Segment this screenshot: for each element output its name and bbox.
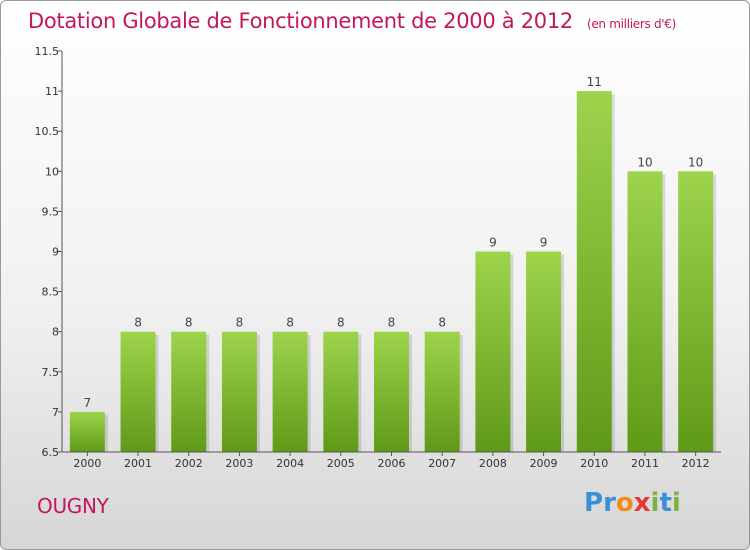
logo-letter: t — [659, 488, 672, 518]
x-tick-label: 2004 — [276, 457, 304, 470]
bar — [323, 331, 359, 452]
logo-letter: o — [615, 488, 634, 518]
data-label: 9 — [489, 236, 497, 250]
data-label: 11 — [587, 75, 602, 89]
bar — [678, 171, 714, 453]
logo-letter: P — [584, 488, 604, 518]
bar — [120, 331, 156, 452]
x-tick-label: 2010 — [580, 457, 608, 470]
x-tick-label: 2012 — [682, 457, 710, 470]
data-label: 8 — [185, 316, 193, 330]
chart-subtitle: (en milliers d'€) — [586, 17, 676, 31]
data-label: 8 — [286, 316, 294, 330]
x-tick-label: 2006 — [378, 457, 406, 470]
y-tick-label: 10.5 — [35, 125, 60, 138]
data-label: 10 — [637, 155, 652, 169]
x-tick-label: 2003 — [225, 457, 253, 470]
data-label: 7 — [84, 396, 92, 410]
x-tick-label: 2007 — [428, 457, 456, 470]
y-tick-label: 8.5 — [42, 286, 60, 299]
logo-letter: i — [671, 488, 681, 518]
bar — [627, 171, 663, 453]
bar — [221, 331, 257, 452]
x-tick-label: 2008 — [479, 457, 507, 470]
y-tick-label: 9 — [52, 246, 59, 259]
axis-layer: 2000 2001 2002 2003 2004 2005 2006 2007 2008 2009… — [35, 45, 721, 470]
y-tick-label: 9.5 — [42, 205, 60, 218]
y-tick-label: 11 — [45, 85, 59, 98]
x-tick-label: 2009 — [530, 457, 558, 470]
bar — [526, 251, 562, 452]
logo-letter: x — [633, 488, 651, 518]
data-label: 8 — [438, 316, 446, 330]
bars-layer: 7 8 8 8 8 8 8 8 9 9 11 10 10 — [69, 75, 717, 453]
x-tick-label: 2011 — [631, 457, 659, 470]
data-label: 10 — [688, 155, 703, 169]
y-tick-label: 10 — [45, 165, 59, 178]
y-tick-label: 11.5 — [35, 45, 60, 58]
data-label: 9 — [540, 236, 548, 250]
chart-title: Dotation Globale de Fonctionnement de 20… — [28, 9, 676, 33]
y-tick-label: 6.5 — [42, 446, 60, 459]
bar — [576, 91, 612, 452]
bar — [424, 331, 460, 452]
data-label: 8 — [388, 316, 396, 330]
data-label: 8 — [134, 316, 142, 330]
bar — [475, 251, 511, 452]
proxiti-logo: Proxiti — [584, 488, 681, 518]
bar — [171, 331, 207, 452]
bar — [272, 331, 308, 452]
chart-title-text: Dotation Globale de Fonctionnement de 20… — [28, 9, 573, 33]
x-tick-label: 2000 — [73, 457, 101, 470]
logo-letter: r — [603, 488, 616, 518]
bar — [374, 331, 409, 452]
y-tick-label: 8 — [52, 326, 59, 339]
data-label: 8 — [236, 316, 244, 330]
x-tick-label: 2005 — [327, 457, 355, 470]
bar — [69, 411, 105, 452]
commune-name: OUGNY — [37, 494, 109, 518]
y-tick-label: 7.5 — [42, 366, 60, 379]
data-label: 8 — [337, 316, 345, 330]
y-tick-label: 7 — [52, 406, 59, 419]
x-tick-label: 2002 — [175, 457, 203, 470]
logo-letter: i — [650, 488, 660, 518]
x-tick-label: 2001 — [124, 457, 152, 470]
